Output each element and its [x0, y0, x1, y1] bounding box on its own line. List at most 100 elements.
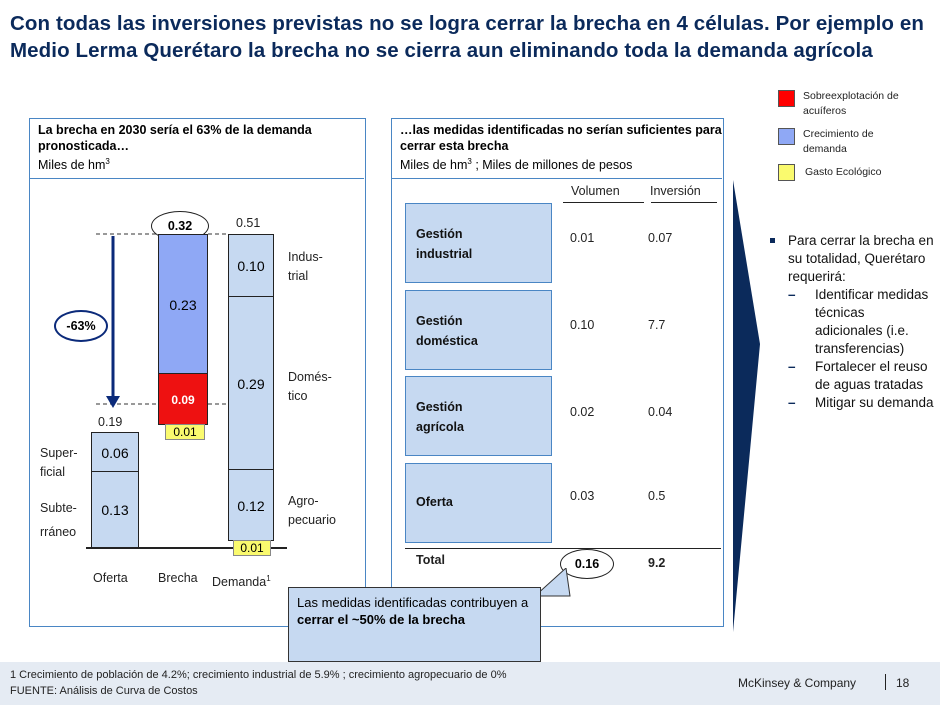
- gap-arrow-head: [106, 396, 120, 408]
- dash-icon: –: [788, 359, 796, 374]
- callout-text: Las medidas identificadas contribuyen a: [297, 595, 529, 610]
- row-label-gestion-domestica: Gestión doméstica: [416, 314, 478, 348]
- legend-label-crecimiento: Crecimiento de demanda: [803, 128, 874, 155]
- label-domestico: Domés- tico: [288, 370, 332, 403]
- brecha-total: 0.32: [167, 219, 193, 233]
- oferta-subterraneo-value: 0.13: [101, 502, 129, 518]
- bullet-main-text: Para cerrar la brecha en su totalidad, Q…: [788, 233, 934, 284]
- demanda-domestico-segment: 0.29: [228, 296, 274, 470]
- demanda-domestico-value: 0.29: [237, 376, 265, 392]
- brecha-sobreexplotacion-value: 0.09: [171, 393, 195, 407]
- callout-box: Las medidas identificadas contribuyen a …: [288, 587, 541, 662]
- legend-label-gasto: Gasto Ecológico: [805, 166, 882, 178]
- row-inversion-industrial: 0.07: [648, 231, 673, 245]
- xlabel-demanda-text: Demanda: [212, 575, 267, 590]
- bullet-sub-1: – Identificar medidas técnicas adicional…: [770, 286, 935, 358]
- xlabel-brecha: Brecha: [158, 571, 198, 585]
- page-title: Con todas las inversiones previstas no s…: [10, 12, 924, 62]
- oferta-superficial-value: 0.06: [101, 445, 129, 461]
- row-box-gestion-industrial: Gestión industrial: [405, 203, 552, 283]
- right-panel-header: …las medidas identificadas no serían suf…: [392, 119, 722, 179]
- total-divider: [405, 548, 721, 549]
- demanda-agro-segment: 0.12: [228, 469, 274, 541]
- demanda-industrial-segment: 0.10: [228, 234, 274, 297]
- bullet-square-icon: [770, 238, 775, 243]
- chevron-arrow-icon: [733, 180, 760, 632]
- demanda-industrial-value: 0.10: [237, 258, 265, 274]
- demanda-total: 0.51: [236, 216, 261, 230]
- brecha-gasto-value: 0.01: [173, 425, 197, 439]
- xlabel-demanda: Demanda1: [212, 569, 271, 592]
- callout-pointer: [533, 568, 571, 597]
- demanda-gasto-value: 0.01: [240, 541, 264, 555]
- xlabel-demanda-sup: 1: [266, 574, 271, 583]
- left-panel-header: La brecha en 2030 sería el 63% de la dem…: [30, 119, 364, 179]
- brecha-crecimiento-value: 0.23: [169, 297, 197, 313]
- row-box-gestion-agricola: Gestión agrícola: [405, 376, 552, 456]
- col-underline-inversion: [651, 202, 717, 203]
- pct-badge: -63%: [54, 310, 108, 342]
- brecha-crecimiento-segment: 0.23: [158, 234, 208, 374]
- row-volumen-domestica: 0.10: [570, 318, 595, 332]
- demanda-agro-value: 0.12: [237, 498, 265, 514]
- row-volumen-industrial: 0.01: [570, 231, 595, 245]
- legend-swatch-sobreexplotacion: [778, 90, 795, 107]
- legend-swatch-gasto: [778, 164, 795, 181]
- oferta-subterraneo-segment: 0.13: [91, 471, 139, 548]
- row-inversion-agricola: 0.04: [648, 405, 673, 419]
- left-header-sup: 3: [105, 157, 110, 166]
- footer-divider: [885, 674, 886, 690]
- bullet-main: Para cerrar la brecha en su totalidad, Q…: [770, 232, 935, 286]
- callout-bold: cerrar el ~50% de la brecha: [297, 612, 466, 627]
- right-panel: [391, 118, 724, 627]
- row-label-gestion-industrial: Gestión industrial: [416, 227, 473, 261]
- label-agro: Agro- pecuario: [288, 494, 336, 527]
- left-panel: [29, 118, 366, 627]
- bullet-sub-2-text: Fortalecer el reuso de aguas tratadas: [815, 359, 928, 392]
- row-label-gestion-agricola: Gestión agrícola: [416, 400, 464, 434]
- right-header-sup: 3: [467, 157, 472, 166]
- bullet-sub-1-text: Identificar medidas técnicas adicionales…: [815, 287, 929, 356]
- legend-swatch-crecimiento: [778, 128, 795, 145]
- row-box-gestion-domestica: Gestión doméstica: [405, 290, 552, 370]
- oferta-total: 0.19: [98, 415, 123, 429]
- demanda-gasto-segment: 0.01: [233, 540, 271, 556]
- bullet-sub-2: – Fortalecer el reuso de aguas tratadas: [770, 358, 935, 394]
- legend-label-sobreexplotacion: Sobreexplotación de acuíferos: [803, 90, 899, 117]
- dash-icon: –: [788, 287, 796, 302]
- row-inversion-oferta: 0.5: [648, 489, 666, 503]
- dash-icon: –: [788, 395, 796, 410]
- row-volumen-agricola: 0.02: [570, 405, 595, 419]
- label-subterraneo: Subte- rráneo: [40, 501, 77, 539]
- brecha-gasto-segment: 0.01: [165, 424, 205, 440]
- label-superficial: Super- ficial: [40, 446, 78, 479]
- left-header-units: Miles de hm: [38, 158, 106, 173]
- total-volumen-badge: 0.16: [560, 549, 614, 579]
- bullet-list: Para cerrar la brecha en su totalidad, Q…: [770, 232, 935, 412]
- bullet-sub-3: – Mitigar su demanda: [770, 394, 935, 412]
- row-inversion-domestica: 7.7: [648, 318, 666, 332]
- footer-note-1: 1 Crecimiento de población de 4.2%; crec…: [10, 669, 507, 681]
- col-underline-volumen: [563, 202, 644, 203]
- pct-label: -63%: [66, 319, 96, 333]
- page-number: 18: [896, 676, 910, 690]
- row-box-oferta: Oferta: [405, 463, 552, 543]
- col-header-inversion: Inversión: [650, 184, 701, 198]
- brecha-sobreexplotacion-segment: 0.09: [158, 373, 208, 425]
- bullet-sub-3-text: Mitigar su demanda: [815, 395, 934, 410]
- footer-brand: McKinsey & Company: [738, 676, 857, 690]
- footer-bar: [0, 662, 940, 705]
- footer-note-2: FUENTE: Análisis de Curva de Costos: [10, 685, 198, 697]
- total-label: Total: [416, 553, 445, 567]
- xlabel-oferta: Oferta: [93, 571, 128, 585]
- row-volumen-oferta: 0.03: [570, 489, 595, 503]
- right-header-units: Miles de hm: [400, 158, 468, 173]
- total-volumen: 0.16: [574, 557, 600, 571]
- col-header-volumen: Volumen: [571, 184, 620, 198]
- right-header-units2: ; Miles de millones de pesos: [471, 158, 633, 173]
- left-header-title: La brecha en 2030 sería el 63% de la dem…: [38, 123, 312, 153]
- total-inversion: 9.2: [648, 556, 666, 570]
- oferta-superficial-segment: 0.06: [91, 432, 139, 472]
- right-header-title: …las medidas identificadas no serían suf…: [400, 123, 722, 153]
- row-label-oferta: Oferta: [416, 495, 453, 509]
